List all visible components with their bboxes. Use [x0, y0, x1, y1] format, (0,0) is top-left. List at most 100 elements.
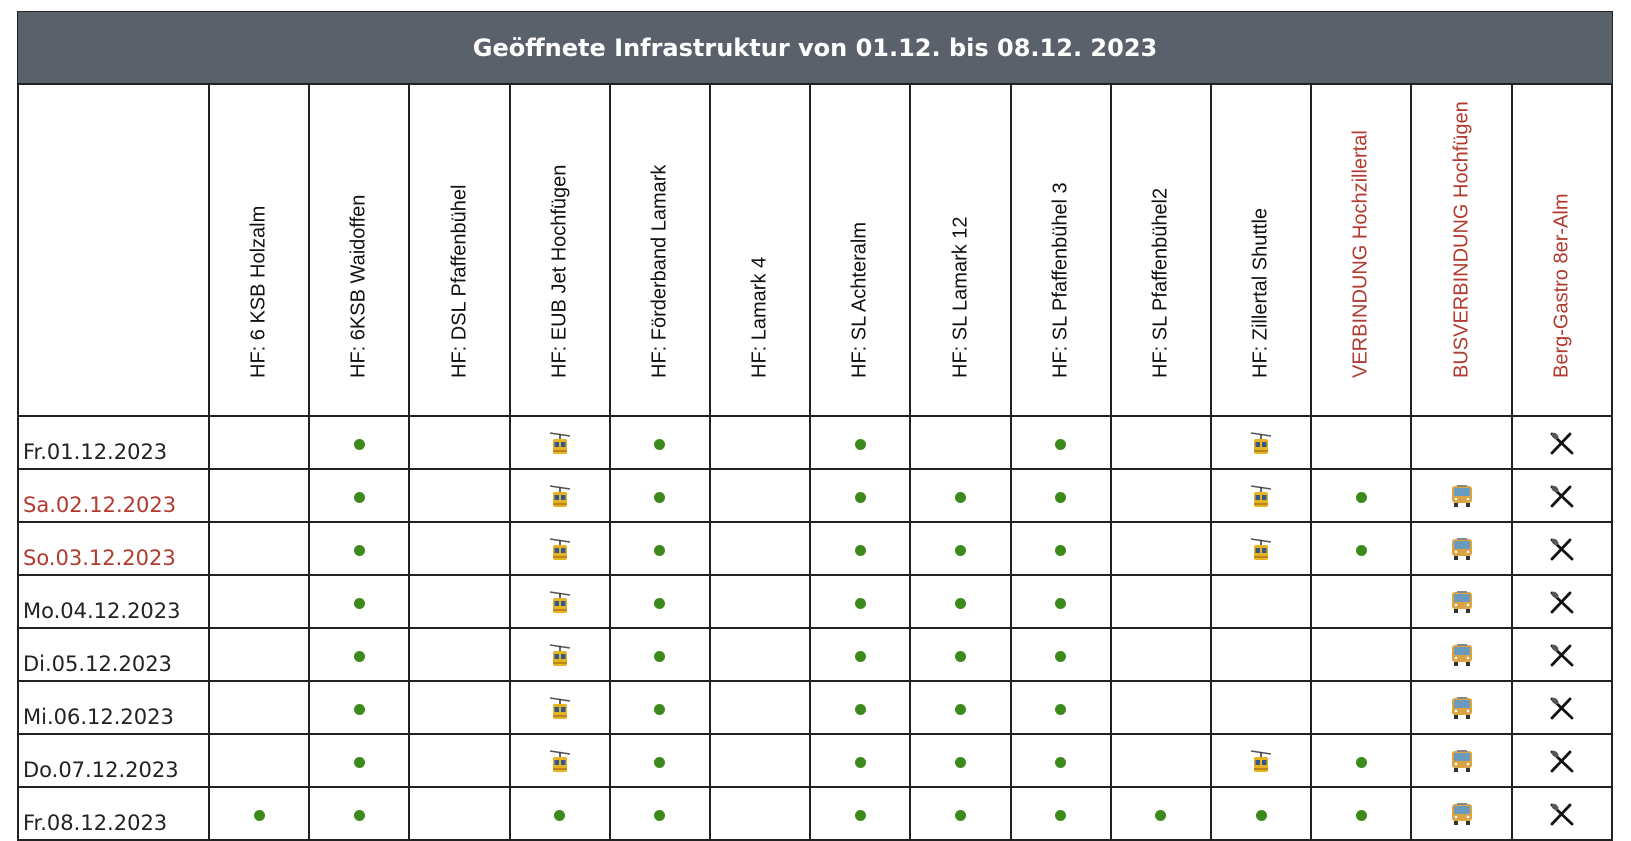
- fork-and-knife-icon: [1549, 644, 1575, 666]
- status-cell: [1310, 415, 1413, 470]
- status-cell: [1009, 521, 1112, 576]
- status-cell: [1310, 468, 1413, 523]
- status-cell: [809, 468, 912, 523]
- status-cell: [408, 680, 511, 735]
- fork-and-knife-icon: [1549, 750, 1575, 772]
- date-cell: Sa.02.12.2023: [17, 468, 210, 523]
- status-cell: [207, 468, 311, 523]
- green-dot-icon: [1055, 594, 1067, 613]
- bus-icon: [1450, 696, 1474, 719]
- status-cell: [207, 574, 311, 629]
- green-dot-icon: [955, 700, 967, 719]
- green-dot-icon: [253, 806, 265, 825]
- date-cell: Mi.06.12.2023: [17, 680, 210, 735]
- status-cell: [508, 574, 611, 629]
- status-cell: [1109, 521, 1213, 576]
- status-cell: [709, 733, 812, 788]
- status-cell: [408, 574, 511, 629]
- table-row: Mi.06.12.2023: [17, 680, 1614, 735]
- status-cell: [308, 786, 411, 841]
- bus-icon: [1450, 537, 1474, 560]
- green-dot-icon: [1355, 753, 1367, 772]
- green-dot-icon: [1155, 806, 1167, 825]
- status-cell: [1210, 521, 1313, 576]
- status-cell: [709, 415, 812, 470]
- status-cell: [408, 415, 511, 470]
- status-cell: [508, 468, 611, 523]
- green-dot-icon: [955, 647, 967, 666]
- fork-and-knife-icon: [1549, 803, 1575, 825]
- green-dot-icon: [353, 435, 365, 454]
- status-cell: [1009, 733, 1112, 788]
- column-header: HF: SL Achteralm: [809, 83, 912, 417]
- status-cell: [1210, 415, 1313, 470]
- status-cell: [207, 627, 311, 682]
- green-dot-icon: [353, 806, 365, 825]
- green-dot-icon: [554, 806, 566, 825]
- status-cell: [508, 627, 611, 682]
- green-dot-icon: [353, 647, 365, 666]
- status-cell: [809, 574, 912, 629]
- column-header-label: BUSVERBINDUNG Hochfügen: [1450, 101, 1473, 378]
- table-title: Geöffnete Infrastruktur von 01.12. bis 0…: [17, 11, 1613, 83]
- column-header-label: Berg-Gastro 8er-Alm: [1550, 193, 1573, 379]
- aerial-tramway-icon: [549, 431, 571, 454]
- aerial-tramway-icon: [1250, 484, 1272, 507]
- green-dot-icon: [854, 647, 866, 666]
- table-row: Di.05.12.2023: [17, 627, 1614, 682]
- status-cell: [608, 680, 712, 735]
- status-cell: [207, 521, 311, 576]
- table-row: Fr.01.12.2023: [17, 415, 1614, 470]
- green-dot-icon: [1355, 806, 1367, 825]
- green-dot-icon: [353, 488, 365, 507]
- green-dot-icon: [854, 594, 866, 613]
- status-cell: [608, 468, 712, 523]
- status-cell: [1109, 627, 1213, 682]
- header-row: HF: 6 KSB Holzalm HF: 6KSB Waidoffen HF: D…: [17, 83, 1614, 417]
- status-cell: [1510, 415, 1614, 470]
- green-dot-icon: [854, 806, 866, 825]
- status-cell: [308, 574, 411, 629]
- status-cell: [308, 680, 411, 735]
- status-cell: [1510, 521, 1614, 576]
- green-dot-icon: [1055, 435, 1067, 454]
- status-cell: [809, 786, 912, 841]
- column-header-label: HF: Lamark 4: [748, 256, 771, 378]
- green-dot-icon: [654, 753, 666, 772]
- status-cell: [909, 627, 1012, 682]
- corner-cell: [17, 83, 210, 417]
- status-cell: [709, 627, 812, 682]
- column-header: HF: EUB Jet Hochfügen: [508, 83, 611, 417]
- status-cell: [709, 574, 812, 629]
- green-dot-icon: [654, 700, 666, 719]
- aerial-tramway-icon: [549, 537, 571, 560]
- column-header-label: HF: Zillertal Shuttle: [1249, 207, 1272, 378]
- aerial-tramway-icon: [1250, 537, 1272, 560]
- status-cell: [1510, 680, 1614, 735]
- status-cell: [1210, 680, 1313, 735]
- status-cell: [709, 680, 812, 735]
- date-cell: Do.07.12.2023: [17, 733, 210, 788]
- status-cell: [1109, 733, 1213, 788]
- status-cell: [1510, 574, 1614, 629]
- green-dot-icon: [654, 488, 666, 507]
- status-cell: [1109, 468, 1213, 523]
- date-cell: So.03.12.2023: [17, 521, 210, 576]
- bus-icon: [1450, 590, 1474, 613]
- status-cell: [1510, 468, 1614, 523]
- table-row: Sa.02.12.2023: [17, 468, 1614, 523]
- status-cell: [1009, 680, 1112, 735]
- status-cell: [1410, 627, 1513, 682]
- column-header-label: HF: DSL Pfaffenbühel: [448, 184, 470, 378]
- status-cell: [1410, 574, 1513, 629]
- status-cell: [408, 468, 511, 523]
- fork-and-knife-icon: [1549, 485, 1575, 507]
- aerial-tramway-icon: [549, 484, 571, 507]
- green-dot-icon: [1355, 541, 1367, 560]
- green-dot-icon: [955, 806, 967, 825]
- status-cell: [1210, 786, 1313, 841]
- column-header: HF: SL Pfaffenbühel2: [1109, 83, 1213, 417]
- status-cell: [1009, 627, 1112, 682]
- green-dot-icon: [1055, 806, 1067, 825]
- status-cell: [909, 733, 1012, 788]
